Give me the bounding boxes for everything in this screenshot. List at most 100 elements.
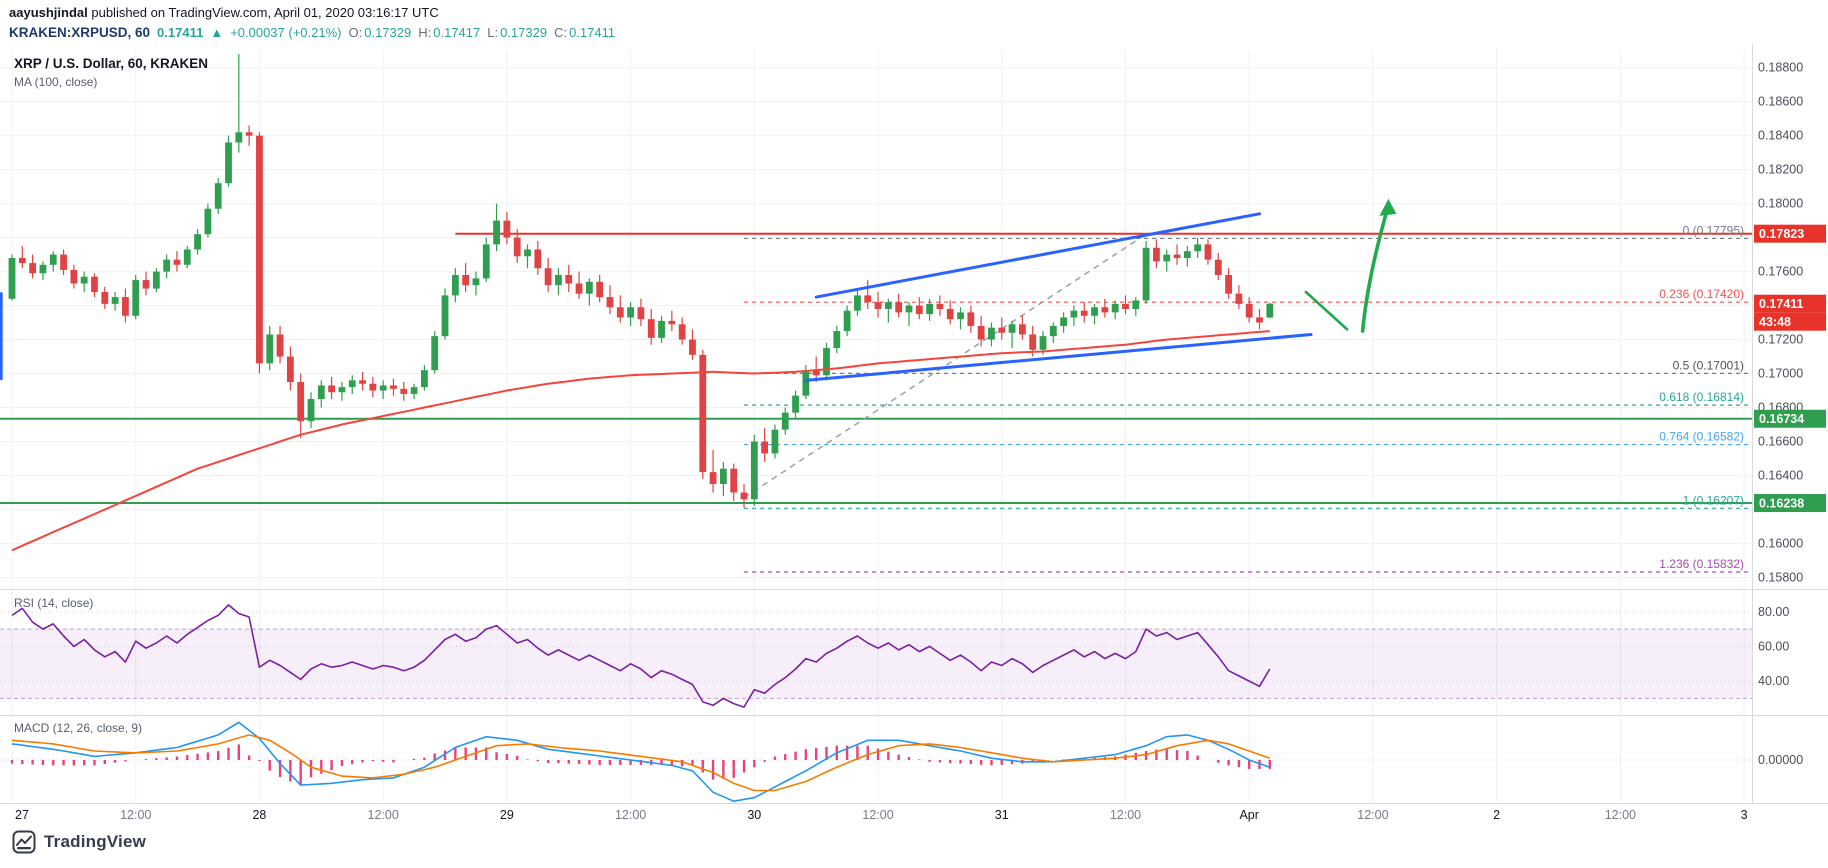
ma-indicator-legend[interactable]: MA (100, close) — [14, 75, 98, 89]
candle-body — [802, 370, 810, 396]
dashed-trend-line[interactable] — [743, 233, 1147, 499]
price-axis-label: 0.17000 — [1758, 367, 1803, 381]
price-axis-label: 0.16000 — [1758, 536, 1803, 550]
trend-line[interactable] — [814, 212, 1262, 299]
candle-body — [988, 327, 995, 340]
time-axis-label: 12:00 — [615, 808, 646, 822]
time-axis-label: 12:00 — [368, 808, 399, 822]
symbol-info-bar: KRAKEN:XRPUSD, 60 0.17411 ▲ +0.00037 (+0… — [9, 25, 615, 40]
price-axis-label: 0.17600 — [1758, 265, 1803, 279]
candle-body — [421, 370, 428, 388]
rsi-pane[interactable] — [0, 591, 1752, 714]
candle-body — [493, 220, 500, 245]
candle-body — [1235, 293, 1243, 304]
time-axis-label: 30 — [747, 808, 761, 822]
candle-body — [266, 334, 274, 364]
low-value: 0.17329 — [500, 25, 548, 40]
tradingview-logo-icon — [12, 830, 36, 854]
candle-body — [1029, 334, 1037, 350]
candle-body — [317, 385, 325, 400]
candle-body — [627, 307, 634, 318]
candle-body — [1153, 247, 1160, 262]
candle-body — [1111, 303, 1119, 313]
time-axis-label: 3 — [1741, 808, 1748, 822]
price-badge-text: 0.16238 — [1759, 497, 1804, 511]
candle-body — [647, 319, 655, 338]
candle-body — [204, 208, 212, 235]
time-axis-label: 12:00 — [862, 808, 893, 822]
price-axis-label: 0.18400 — [1758, 129, 1803, 143]
candle-body — [276, 334, 284, 357]
price-badge-text: 43:48 — [1759, 315, 1791, 329]
candle-body — [1225, 274, 1232, 294]
price-axis[interactable] — [1752, 44, 1828, 803]
up-arrow-shaft[interactable] — [1360, 209, 1389, 333]
price-axis-label: 0.18000 — [1758, 197, 1803, 211]
candle-body — [70, 269, 78, 284]
candle-body — [152, 271, 160, 289]
candle-body — [297, 382, 305, 422]
rsi-indicator-legend[interactable]: RSI (14, close) — [14, 596, 94, 610]
candle-body — [49, 254, 57, 265]
candle-body — [472, 278, 480, 286]
candle-body — [905, 305, 913, 313]
candle-body — [843, 310, 851, 332]
candle-body — [771, 429, 779, 454]
macd-pane[interactable] — [0, 717, 1752, 803]
candle-body — [740, 492, 748, 500]
rsi-axis-label: 40.00 — [1758, 674, 1789, 688]
candle-body — [1049, 325, 1057, 337]
candle-body — [101, 291, 109, 304]
candle-body — [719, 468, 727, 485]
candle-body — [792, 395, 799, 413]
macd-indicator-legend[interactable]: MACD (12, 26, close, 9) — [14, 721, 143, 735]
candle-body — [390, 385, 397, 389]
main-chart-pane[interactable] — [0, 50, 1752, 588]
candle-body — [555, 274, 562, 286]
candle-body — [668, 320, 676, 325]
rsi-axis-label: 80.00 — [1758, 605, 1789, 619]
candle-body — [1080, 310, 1088, 316]
price-axis-label: 0.18600 — [1758, 95, 1803, 109]
candle-body — [689, 339, 696, 355]
candle-body — [534, 249, 542, 269]
candle-body — [678, 324, 686, 340]
candle-body — [29, 263, 37, 274]
candle-body — [998, 327, 1006, 333]
fib-level-label: 0 (0.17795) — [1683, 223, 1744, 237]
candle-body — [1122, 303, 1129, 309]
high-label: H: — [418, 25, 432, 40]
trend-line[interactable] — [804, 332, 1313, 382]
time-axis[interactable] — [0, 803, 1752, 827]
candle-body — [91, 276, 98, 292]
candle-body — [565, 274, 573, 284]
price-badge: 0.17411 — [1754, 294, 1826, 313]
price-badge-bg — [1754, 312, 1826, 331]
fib-level-label: 1.236 (0.15832) — [1659, 557, 1744, 571]
candle-body — [379, 385, 387, 391]
candle-body — [812, 370, 820, 376]
candle-body — [60, 254, 67, 270]
price-axis-label: 0.16400 — [1758, 469, 1803, 483]
chart-legend-title[interactable]: XRP / U.S. Dollar, 60, KRAKEN — [14, 56, 209, 71]
candle-body — [18, 257, 26, 264]
fib-level-label: 0.618 (0.16814) — [1659, 390, 1744, 404]
candle-body — [286, 356, 294, 383]
candle-body — [1018, 324, 1026, 335]
tradingview-wordmark: TradingView — [44, 832, 147, 851]
candle-body — [441, 295, 449, 337]
high-value: 0.17417 — [433, 25, 481, 40]
tradingview-footer[interactable]: TradingView — [12, 830, 146, 854]
price-axis-label: 0.18200 — [1758, 163, 1803, 177]
candle-body — [1070, 310, 1078, 318]
candle-body — [214, 183, 222, 209]
symbol-name[interactable]: KRAKEN:XRPUSD, 60 — [9, 25, 151, 40]
annotation-flick-line[interactable] — [1304, 290, 1349, 331]
candle-body — [977, 325, 985, 340]
rsi-band — [0, 629, 1752, 699]
open-value: 0.17329 — [364, 25, 412, 40]
candle-body — [194, 234, 201, 250]
fib-level-label: 0.5 (0.17001) — [1673, 358, 1744, 372]
